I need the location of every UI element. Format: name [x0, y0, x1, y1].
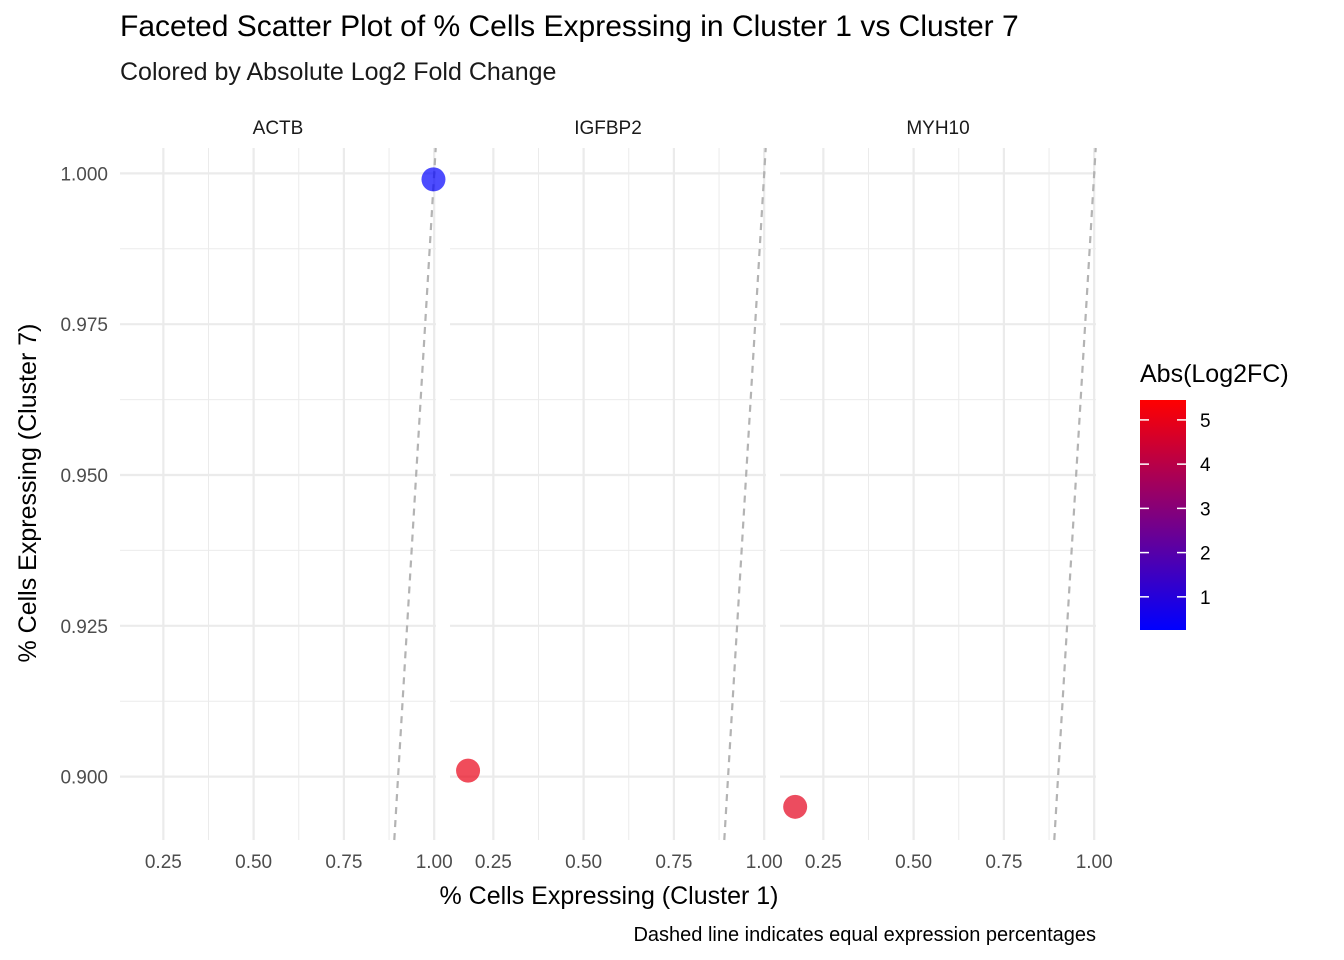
chart-subtitle: Colored by Absolute Log2 Fold Change: [120, 58, 557, 86]
color-legend: Abs(Log2FC) 1 2 3 4 5: [1140, 360, 1289, 630]
x-tick-label: 0.50: [565, 852, 602, 873]
facet-panel-igfbp2: IGFBP2: [450, 118, 767, 841]
legend-title: Abs(Log2FC): [1140, 360, 1289, 388]
facet-label-myh10: MYH10: [906, 118, 969, 139]
x-tick-label: 0.50: [235, 852, 272, 873]
reference-line: [1053, 147, 1097, 841]
x-tick-label: 0.25: [145, 852, 182, 873]
x-axis-title: % Cells Expressing (Cluster 1): [440, 882, 779, 910]
reference-line: [723, 147, 767, 841]
chart-title: Faceted Scatter Plot of % Cells Expressi…: [120, 10, 1019, 43]
legend-tick-label: 4: [1200, 455, 1211, 476]
legend-tick-label: 3: [1200, 499, 1211, 520]
y-tick-label: 0.925: [60, 617, 108, 638]
y-axis-title: % Cells Expressing (Cluster 7): [14, 324, 42, 663]
legend-tick-label: 1: [1200, 588, 1211, 609]
x-tick-label: 0.75: [985, 852, 1022, 873]
y-tick-label: 0.975: [60, 315, 108, 336]
x-tick-label: 0.50: [895, 852, 932, 873]
data-point-actb: [421, 167, 446, 192]
x-tick-label: 1.00: [416, 852, 453, 873]
data-point-igfbp2: [456, 758, 481, 783]
legend-tick-label: 5: [1200, 411, 1211, 432]
x-tick-label: 0.25: [475, 852, 512, 873]
x-tick-label: 0.75: [655, 852, 692, 873]
reference-line: [393, 147, 437, 841]
legend-tick-label: 2: [1200, 544, 1211, 565]
x-tick-label: 0.25: [805, 852, 842, 873]
x-tick-label: 1.00: [1076, 852, 1113, 873]
facet-panel-myh10: MYH10: [780, 118, 1097, 841]
legend-colorbar: [1140, 400, 1186, 630]
caption: Dashed line indicates equal expression p…: [633, 924, 1096, 946]
data-point-myh10: [783, 794, 808, 819]
facet-label-igfbp2: IGFBP2: [574, 118, 642, 139]
y-tick-label: 1.000: [60, 164, 108, 185]
facet-label-actb: ACTB: [253, 118, 304, 139]
x-tick-label: 0.75: [325, 852, 362, 873]
x-tick-label: 1.00: [746, 852, 783, 873]
y-tick-label: 0.900: [60, 768, 108, 789]
facet-panel-actb: ACTB: [120, 118, 446, 841]
y-tick-label: 0.950: [60, 466, 108, 487]
